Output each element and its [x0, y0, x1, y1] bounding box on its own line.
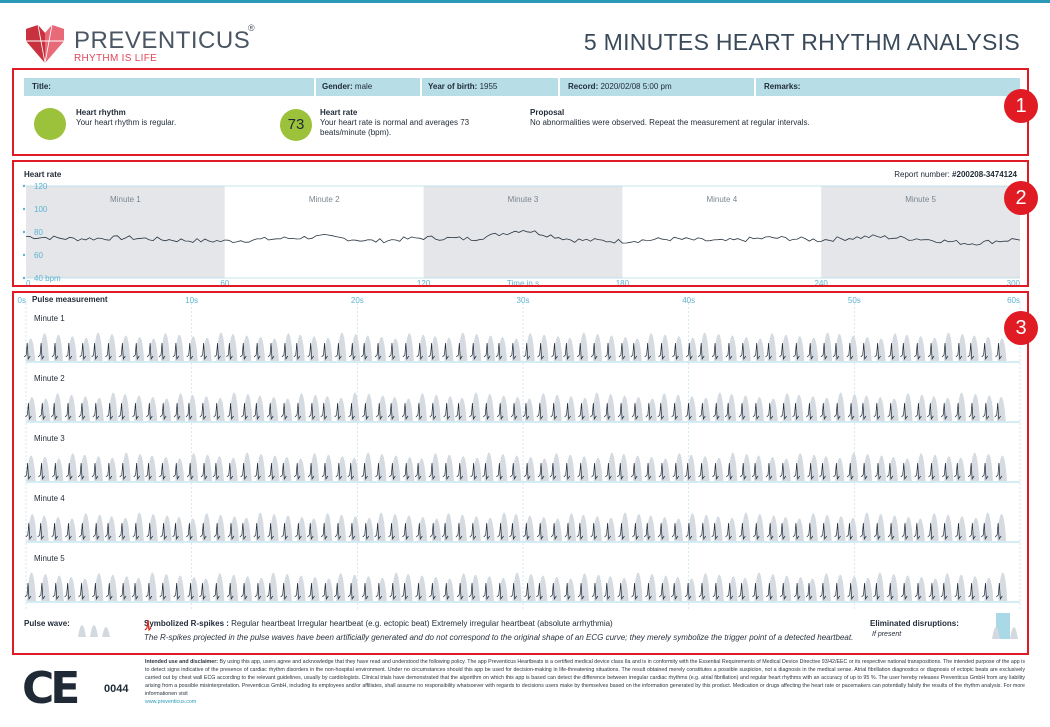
pulse-wave-shapes: [27, 392, 1006, 421]
y-tick-dot: [22, 207, 26, 211]
registered-mark: ®: [248, 23, 255, 33]
remarks-field: Remarks:: [764, 82, 801, 91]
y-tick-label: 40 bpm: [34, 274, 61, 283]
x-axis-label: Time in s: [507, 279, 539, 285]
pulse-row-waves: [23, 332, 1007, 361]
pulse-wave-shapes: [27, 512, 1007, 541]
pulse-row-label: Minute 4: [34, 494, 65, 503]
title-field: Title:: [32, 82, 51, 91]
pulse-x-tick: 40s: [682, 296, 695, 305]
summary-section: Title: Gender: male Year of birth: 1955 …: [12, 68, 1029, 156]
x-tick-label: 120: [417, 279, 431, 285]
y-tick-label: 100: [34, 205, 48, 214]
pulse-wave-shapes: [26, 452, 1007, 481]
rhythm-summary: Heart rhythm Your heart rhythm is regula…: [76, 108, 177, 127]
minute-band: [224, 186, 424, 278]
r-spike-marks: [25, 402, 1002, 421]
x-tick-label: 180: [616, 279, 630, 285]
r-spike-marks: [23, 342, 1002, 361]
pulse-row-label: Minute 2: [34, 374, 65, 383]
r-spike-legend: Symbolized R-spikes : Regular heartbeat …: [144, 619, 613, 631]
heart-rate-section: Heart rate Report number: #200208-347412…: [12, 160, 1029, 287]
minute-label: Minute 1: [110, 195, 141, 204]
r-spike-marks: [25, 522, 1002, 541]
pulse-row-label: Minute 1: [34, 314, 65, 323]
pulse-wave-sample-icon: [78, 625, 110, 637]
x-tick-label: 300: [1007, 279, 1021, 285]
website-link[interactable]: www.preventicus.com: [145, 699, 197, 705]
heart-logo-icon: [26, 24, 64, 64]
y-tick-label: 60: [34, 251, 43, 260]
pulse-row-label: Minute 5: [34, 554, 65, 563]
gender-field: Gender: male: [322, 82, 373, 91]
pulse-row-label: Minute 3: [34, 434, 65, 443]
y-tick-dot: [22, 253, 26, 257]
x-tick-label: 0: [26, 279, 31, 285]
pulse-measurement-chart: 0s 10s 20s 30s 40s 50s 60s Pulse measurement Min…: [18, 295, 1021, 611]
patient-info-bar: Title: Gender: male Year of birth: 1955 …: [24, 78, 1020, 96]
extreme-heartbeat-spike-icon: [144, 619, 152, 631]
heart-rate-summary: Heart rate Your heart rate is normal and…: [320, 108, 470, 137]
ce-number: 0044: [104, 683, 129, 695]
eliminated-disruptions-sub: If present: [872, 631, 902, 638]
page-title: 5 MINUTES HEART RHYTHM ANALYSIS: [583, 29, 1020, 55]
pulse-x-tick: 60s: [1007, 296, 1020, 305]
r-spike-marks: [24, 462, 1003, 481]
ce-mark: CE: [22, 663, 80, 714]
record-field: Record: 2020/02/08 5:00 pm: [568, 82, 672, 91]
heart-rate-chart: Minute 1 Minute 2 Minute 3 Minute 4 Minute 5…: [22, 182, 1021, 285]
minute-label: Minute 3: [508, 195, 539, 204]
eliminated-disruptions-label: Eliminated disruptions:: [870, 619, 959, 628]
pulse-row-waves: [25, 392, 1006, 421]
proposal-summary: Proposal No abnormalities were observed.…: [530, 108, 810, 127]
pulse-row-waves: [24, 452, 1007, 481]
eliminated-disruption-sample-icon: [992, 613, 1018, 639]
birth-year-field: Year of birth: 1955: [428, 82, 498, 91]
heart-rate-indicator: 73: [280, 109, 312, 141]
pulse-x-tick: 50s: [848, 296, 861, 305]
y-tick-label: 120: [34, 182, 48, 191]
y-tick-dot: [22, 230, 26, 234]
rhythm-status-indicator: [34, 108, 66, 140]
brand-tagline: RHYTHM IS LIFE: [74, 53, 158, 64]
heart-rate-line: [25, 229, 1021, 246]
pulse-heading: Pulse measurement: [32, 295, 108, 304]
brand-name: PREVENTICUS: [74, 27, 251, 54]
report-number: Report number: #200208-3474124: [894, 170, 1017, 179]
pulse-x-tick: 0s: [18, 296, 26, 305]
pulse-wave-shapes: [26, 332, 1007, 361]
y-tick-dot: [22, 276, 26, 280]
disclaimer: Intended use and disclaimer: By using th…: [145, 659, 1026, 705]
section-badge-2: 2: [1004, 181, 1038, 215]
pulse-x-tick: 10s: [185, 296, 198, 305]
minute-band: [622, 186, 822, 278]
minute-band: [821, 186, 1020, 278]
pulse-x-tick: 30s: [517, 296, 530, 305]
minute-label: Minute 4: [706, 195, 737, 204]
preventicus-logo: PREVENTICUS ® RHYTHM IS LIFE: [22, 23, 255, 65]
minute-band: [423, 186, 623, 278]
section-badge-3: 3: [1004, 311, 1038, 345]
x-tick-label: 240: [815, 279, 829, 285]
minute-band: [26, 186, 225, 278]
r-spike-marks: [24, 582, 1003, 601]
heart-rate-heading: Heart rate: [24, 170, 62, 179]
pulse-row-waves: [25, 512, 1007, 541]
pulse-x-tick: 20s: [351, 296, 364, 305]
pulse-section: 0s 10s 20s 30s 40s 50s 60s Pulse measurement Min…: [12, 291, 1029, 655]
minute-label: Minute 2: [309, 195, 340, 204]
x-tick-label: 60: [220, 279, 229, 285]
minute-label: Minute 5: [905, 195, 936, 204]
y-tick-dot: [22, 184, 26, 188]
section-badge-1: 1: [1004, 89, 1038, 123]
pulse-row-waves: [24, 572, 1008, 601]
pulse-wave-shapes: [27, 572, 1008, 601]
y-tick-label: 80: [34, 228, 43, 237]
pulse-wave-label: Pulse wave:: [24, 619, 70, 628]
r-spike-note: The R-spikes projected in the pulse wave…: [144, 633, 854, 642]
